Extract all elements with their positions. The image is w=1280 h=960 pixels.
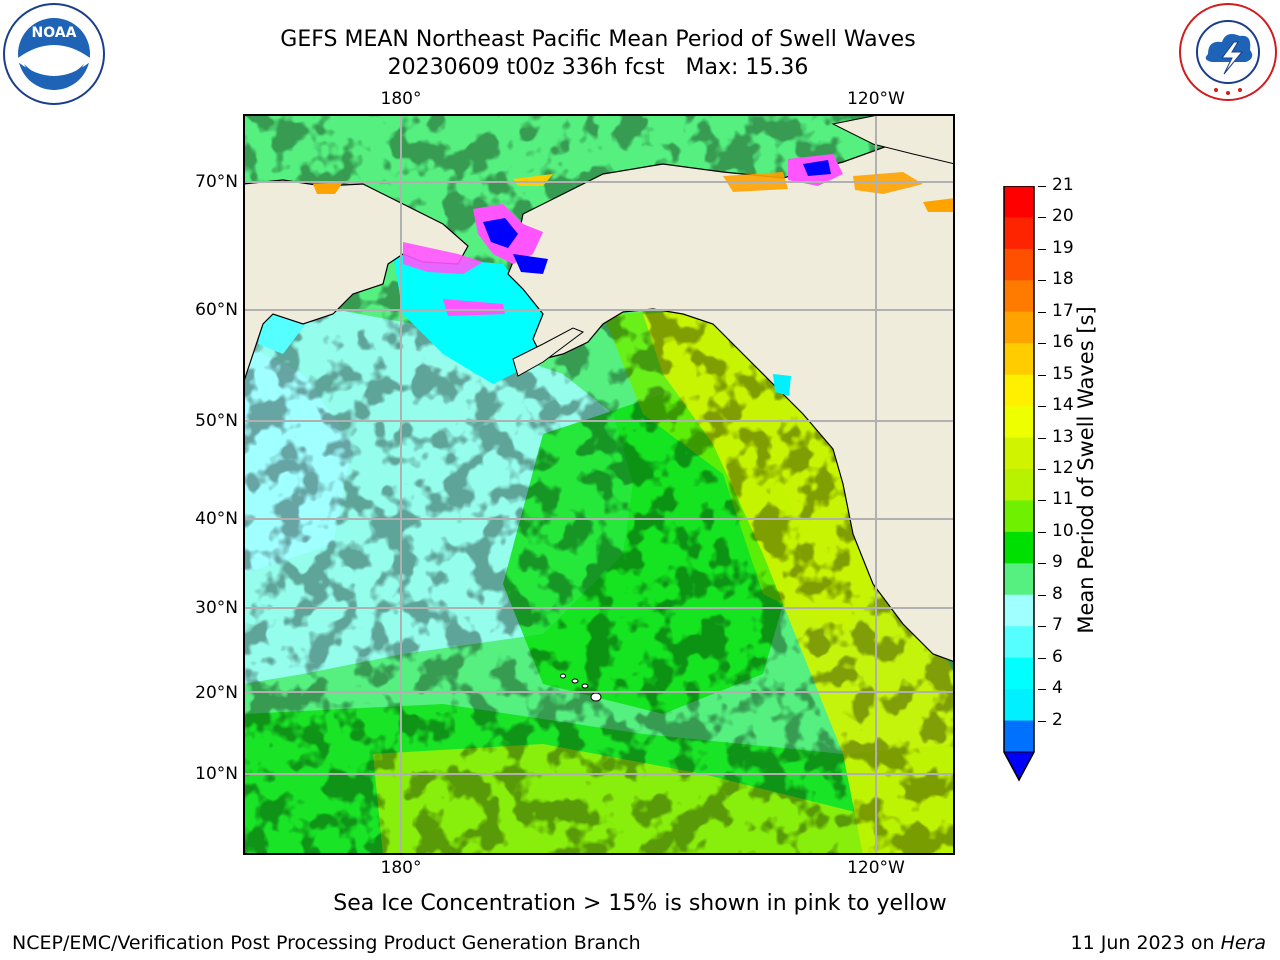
colorbar-tick-label: 4 bbox=[1052, 678, 1063, 699]
colorbar-segment bbox=[1004, 186, 1034, 218]
land-arctic-islands bbox=[831, 114, 955, 165]
map-gridlines bbox=[243, 114, 955, 855]
colorbar-ticks: 21 20 19 18 17 16 15 14 13 12 11 10 9 8 7 6 4 2 bbox=[1038, 0, 1112, 960]
footer-credit: NCEP/EMC/Verification Post Processing Pr… bbox=[12, 932, 641, 954]
colorbar-segment bbox=[1004, 374, 1034, 407]
colorbar-tick-label: 13 bbox=[1052, 426, 1074, 447]
colorbar-tick-mark bbox=[1038, 217, 1046, 219]
colorbar-segment bbox=[1004, 406, 1034, 439]
map-panel bbox=[243, 114, 955, 855]
colorbar-tick-label: 9 bbox=[1052, 552, 1063, 573]
colorbar-frame bbox=[1003, 185, 1035, 782]
colorbar-tick-label: 10 bbox=[1052, 520, 1074, 541]
colorbar-tick-mark bbox=[1038, 689, 1046, 691]
colorbar-tick-mark bbox=[1038, 626, 1046, 628]
colorbar-tick-mark bbox=[1038, 343, 1046, 345]
colorbar-segment bbox=[1004, 657, 1034, 690]
lat-tick-60n: 60°N bbox=[195, 300, 238, 320]
nws-logo bbox=[1178, 2, 1278, 102]
noaa-logo: NOAA bbox=[2, 2, 106, 106]
footer-date-prefix: 11 Jun 2023 on bbox=[1070, 932, 1221, 954]
colorbar-tick-label: 6 bbox=[1052, 646, 1063, 667]
sea-ice-note: Sea Ice Concentration > 15% is shown in … bbox=[333, 891, 947, 916]
colorbar-tick-mark bbox=[1038, 186, 1046, 187]
colorbar-segment bbox=[1004, 531, 1034, 564]
lat-tick-50n: 50°N bbox=[195, 411, 238, 431]
lon-tick-bottom-180: 180° bbox=[380, 858, 422, 878]
colorbar-tick-mark bbox=[1038, 469, 1046, 470]
colorbar-extend-arrow bbox=[1003, 751, 1035, 782]
colorbar-tick-mark bbox=[1038, 657, 1046, 659]
colorbar-tick-mark bbox=[1038, 720, 1046, 722]
lat-tick-10n: 10°N bbox=[195, 764, 238, 784]
colorbar-segment bbox=[1004, 217, 1034, 250]
colorbar-tick-label: 7 bbox=[1052, 615, 1063, 636]
colorbar-segment bbox=[1004, 563, 1034, 596]
colorbar-segment bbox=[1004, 343, 1034, 376]
colorbar bbox=[1000, 185, 1040, 784]
lon-tick-bottom-120w: 120°W bbox=[847, 858, 905, 878]
noaa-logo-text: NOAA bbox=[32, 25, 77, 41]
colorbar-tick-mark bbox=[1038, 406, 1046, 408]
colorbar-tick-mark bbox=[1038, 374, 1046, 376]
colorbar-tick-mark bbox=[1038, 531, 1046, 533]
colorbar-tick-label: 15 bbox=[1052, 363, 1074, 384]
colorbar-tick-label: 17 bbox=[1052, 300, 1074, 321]
land-alaska-peninsula bbox=[512, 327, 585, 377]
colorbar-tick-label: 11 bbox=[1052, 489, 1074, 510]
colorbar-tick-label: 12 bbox=[1052, 458, 1074, 478]
lat-tick-30n: 30°N bbox=[195, 598, 238, 618]
kamchatka-zone bbox=[258, 314, 313, 354]
lat-tick-70n: 70°N bbox=[195, 172, 238, 192]
colorbar-tick-label: 20 bbox=[1052, 206, 1074, 227]
colorbar-tick-label: 2 bbox=[1052, 709, 1063, 730]
colorbar-tick-label: 16 bbox=[1052, 332, 1074, 353]
colorbar-tick-mark bbox=[1038, 500, 1046, 502]
colorbar-segment bbox=[1004, 469, 1034, 501]
colorbar-tick-label: 21 bbox=[1052, 175, 1074, 195]
colorbar-segment bbox=[1004, 280, 1034, 313]
map-title-line1: GEFS MEAN Northeast Pacific Mean Period … bbox=[280, 27, 916, 52]
colorbar-tick-mark bbox=[1038, 248, 1046, 250]
footer-machine: Hera bbox=[1220, 932, 1266, 954]
colorbar-tick-label: 14 bbox=[1052, 395, 1074, 416]
lat-tick-40n: 40°N bbox=[195, 509, 238, 529]
colorbar-segment bbox=[1004, 626, 1034, 659]
colorbar-tick-label: 8 bbox=[1052, 583, 1063, 604]
colorbar-segment bbox=[1004, 500, 1034, 533]
colorbar-segment bbox=[1004, 437, 1034, 470]
colorbar-segment bbox=[1004, 248, 1034, 281]
colorbar-segment bbox=[1004, 594, 1034, 627]
colorbar-segment bbox=[1004, 720, 1034, 753]
map-frame bbox=[243, 114, 955, 855]
hawaii-islands bbox=[560, 673, 602, 702]
colorbar-segment bbox=[1004, 311, 1034, 344]
colorbar-tick-label: 18 bbox=[1052, 269, 1074, 290]
colorbar-tick-mark bbox=[1038, 594, 1046, 596]
colorbar-tick-mark bbox=[1038, 311, 1046, 313]
lon-tick-top-120w: 120°W bbox=[847, 89, 905, 109]
footer-date: 11 Jun 2023 on Hera bbox=[1071, 932, 1266, 954]
lon-tick-top-180: 180° bbox=[380, 89, 422, 109]
colorbar-label: Mean Period of Swell Waves [s] bbox=[1074, 306, 1098, 634]
lat-tick-20n: 20°N bbox=[195, 683, 238, 703]
colorbar-tick-mark bbox=[1038, 280, 1046, 282]
colorbar-tick-mark bbox=[1038, 437, 1046, 439]
map-title-line2: 20230609 t00z 336h fcst Max: 15.36 bbox=[387, 55, 809, 80]
colorbar-segment bbox=[1004, 689, 1034, 722]
colorbar-tick-label: 19 bbox=[1052, 237, 1074, 258]
colorbar-tick-mark bbox=[1038, 563, 1046, 565]
